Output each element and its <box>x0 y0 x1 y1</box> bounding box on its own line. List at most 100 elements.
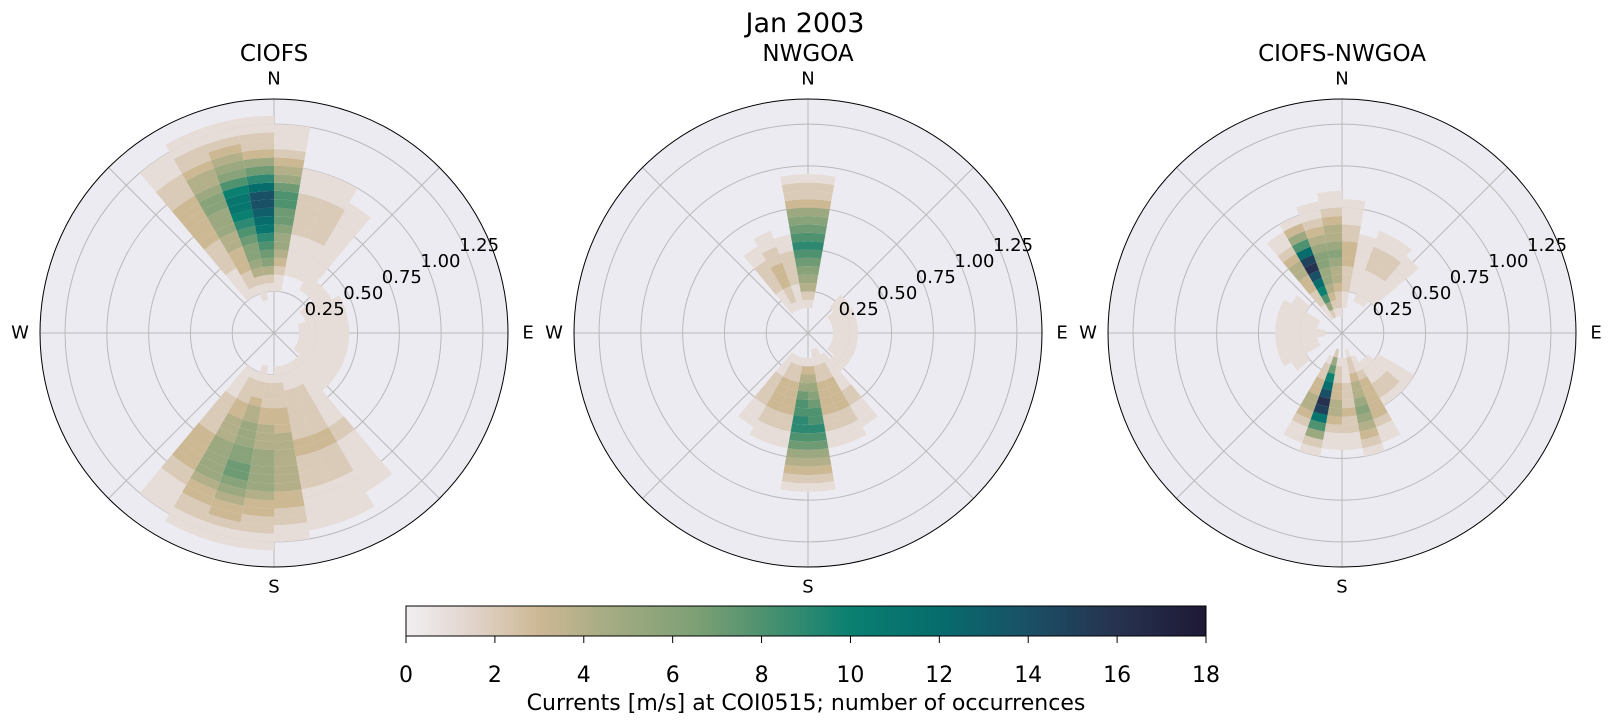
polar-bar-cell <box>339 333 350 347</box>
polar-bar-cell <box>285 258 300 271</box>
polar-bar-cell <box>317 303 329 316</box>
polar-bar-cell <box>808 365 816 375</box>
polar-bar-cell <box>139 152 174 180</box>
polar-bar-cell <box>244 376 257 388</box>
polar-bar-cell <box>1321 361 1331 373</box>
polar-bar-cell <box>799 374 808 384</box>
polar-bar-cell <box>219 176 248 192</box>
polar-bar-cell <box>274 216 295 227</box>
panel-title: NWGOA <box>762 41 853 67</box>
polar-bar-cell <box>808 357 814 367</box>
polar-bar-cell <box>780 174 808 185</box>
polar-bar-cell <box>858 409 878 428</box>
polar-bar-cell <box>328 175 358 196</box>
polar-bar-cell <box>808 291 816 301</box>
polar-bar-cell <box>808 390 820 400</box>
polar-bar-cell <box>826 435 849 449</box>
polar-bar-cell <box>780 481 808 492</box>
polar-bar-cell <box>787 361 797 373</box>
polar-bar-cell <box>225 267 241 282</box>
polar-bar-cell <box>786 304 796 314</box>
polar-bar-cell <box>1317 190 1342 202</box>
polar-bar-cell <box>296 390 312 404</box>
colorbar-gradient <box>405 605 1207 637</box>
polar-bar-cell <box>808 224 827 235</box>
polar-bar-cell <box>315 333 325 342</box>
polar-bar-cell <box>1352 267 1365 279</box>
polar-bar-cell <box>274 365 282 375</box>
polar-bar-cell <box>241 365 254 377</box>
polar-bar-cell <box>759 267 775 282</box>
polar-bar-cell <box>839 338 850 348</box>
polar-bar-cell <box>166 188 195 212</box>
polar-bar-cell <box>1384 275 1400 291</box>
polar-bar-cell <box>258 415 274 425</box>
polar-bar-cell <box>253 275 266 286</box>
polar-bar-cell <box>284 387 297 399</box>
polar-bar-cell <box>202 199 229 218</box>
polar-bar-cell <box>318 290 332 304</box>
polar-bar-cell <box>828 365 841 377</box>
polar-bar-cell <box>1363 354 1375 366</box>
polar-bar-cell <box>790 372 801 383</box>
polar-bar-cell <box>1370 246 1388 261</box>
polar-bar-cell <box>1342 365 1350 375</box>
polar-bar-cell <box>169 506 206 530</box>
polar-bar-cell <box>301 168 332 184</box>
polar-bar-cell <box>216 482 247 498</box>
polar-bar-cell <box>274 132 309 144</box>
polar-bar-cell <box>1283 223 1305 239</box>
polar-bar-cell <box>357 461 387 485</box>
polar-bar-cell <box>166 454 195 478</box>
polar-bar-cell <box>296 262 312 276</box>
polar-bar-cell <box>759 384 775 399</box>
radial-tick-label: 1.25 <box>993 235 1033 256</box>
polar-bar-cell <box>1336 357 1342 367</box>
polar-bar-cell <box>781 472 808 484</box>
angular-gridline <box>642 167 809 334</box>
polar-bar-cell <box>829 316 840 325</box>
polar-bar-cell <box>274 497 305 509</box>
polar-bar-cell <box>1299 442 1322 457</box>
polar-bar-cell <box>211 151 244 169</box>
polar-bar-cell <box>274 266 286 276</box>
polar-bar-cell <box>294 270 308 283</box>
polar-bar-cell <box>1334 365 1342 375</box>
polar-bar-cell <box>345 441 371 464</box>
polar-bar-cell <box>287 250 303 263</box>
polar-bar-cell <box>274 232 292 243</box>
polar-bar-cell <box>774 383 788 396</box>
polar-bar-cell <box>779 250 795 263</box>
polar-bar-cell <box>1350 275 1363 286</box>
polar-bar-cell <box>808 182 835 194</box>
polar-bar-cell <box>1383 253 1402 269</box>
polar-bar-cell <box>832 333 842 339</box>
polar-bar-cell <box>833 349 845 360</box>
polar-bar-cell <box>1277 246 1297 263</box>
polar-bar-cell <box>1386 362 1400 376</box>
polar-bar-cell <box>294 383 308 396</box>
polar-bar-cell <box>208 143 243 161</box>
polar-bar-cell <box>177 202 203 225</box>
polar-bar-cell <box>177 152 212 174</box>
panel-title: CIOFS-NWGOA <box>1258 41 1426 67</box>
polar-bar-cell <box>311 370 326 385</box>
polar-bar-cell <box>1342 266 1354 276</box>
polar-bar-cell <box>169 136 206 160</box>
colorbar: 0 2 4 6 8 10 12 14 16 18 Currents [m/s] … <box>399 605 1220 716</box>
polar-bar-cell <box>307 513 343 531</box>
polar-bar-cell <box>829 341 840 350</box>
polar-bar-cell <box>1313 403 1329 416</box>
polar-bar-cell <box>313 340 324 351</box>
polar-bar-cell <box>1316 328 1326 333</box>
polar-bar-cell <box>774 270 788 283</box>
polar-bar-cell <box>1376 419 1397 436</box>
radial-tick-label: 0.50 <box>343 283 383 304</box>
polar-bar-cell <box>1375 267 1391 282</box>
polar-bars <box>139 115 393 551</box>
polar-bar-cell <box>1355 403 1371 416</box>
polar-bar-cell <box>173 144 209 167</box>
polar-bar-cell <box>165 513 203 538</box>
polar-bar-cell <box>171 195 199 218</box>
polar-bar-cell <box>285 395 300 408</box>
